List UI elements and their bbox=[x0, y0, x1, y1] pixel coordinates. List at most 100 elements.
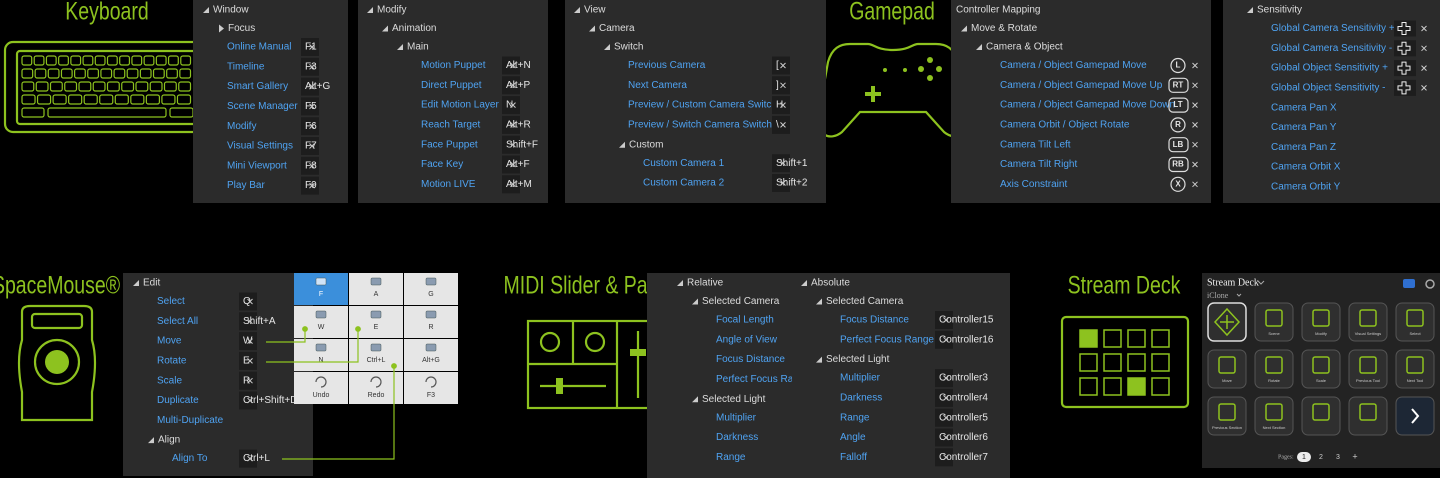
item-label: Global Camera Sensitivity + bbox=[1271, 23, 1395, 34]
panel: Window Focus Online Manual F1 Timeline F3 Smar… bbox=[193, 0, 348, 203]
key-icon bbox=[370, 310, 382, 319]
remove-icon bbox=[1421, 45, 1427, 52]
key-shape bbox=[163, 81, 177, 92]
item-label: Rotate bbox=[157, 356, 187, 367]
key-box bbox=[935, 311, 953, 329]
key-shape bbox=[47, 68, 60, 79]
expanded-arrow bbox=[203, 7, 209, 13]
key-shape bbox=[21, 94, 36, 105]
key-box bbox=[239, 449, 257, 468]
page-number[interactable]: 2 bbox=[1319, 454, 1323, 461]
key-shape bbox=[130, 94, 145, 105]
remove-icon bbox=[247, 377, 253, 384]
deck-button bbox=[1301, 349, 1341, 389]
key-label: Shift+A bbox=[243, 316, 276, 327]
key-shape bbox=[126, 68, 139, 79]
expanded-arrow bbox=[816, 298, 822, 305]
key-label: H bbox=[776, 100, 783, 111]
key-shape bbox=[87, 68, 100, 79]
deck-button-label: Next Tool bbox=[1407, 378, 1424, 383]
panel: View Camera Switch Previous Camera [Next Cam… bbox=[565, 0, 826, 203]
grid-key-label: Redo bbox=[368, 392, 385, 399]
key-shape bbox=[169, 107, 194, 118]
key-grid: F A G W E R N Ctrl+L Alt+G Undo Redo F3 bbox=[294, 273, 458, 404]
group-label: Switch bbox=[614, 42, 643, 53]
key-shape bbox=[45, 55, 57, 66]
key-box bbox=[301, 97, 319, 116]
item-label: Global Object Sensitivity + bbox=[1271, 63, 1388, 74]
cell bbox=[1127, 329, 1146, 348]
key-box bbox=[239, 312, 257, 331]
remove-icon bbox=[309, 63, 315, 70]
key-shape bbox=[83, 94, 98, 105]
remove-icon bbox=[1192, 62, 1198, 69]
deck-button bbox=[1301, 302, 1341, 342]
item-label: Next Camera bbox=[628, 80, 687, 91]
dpad-icon bbox=[1397, 61, 1411, 75]
cell bbox=[1127, 377, 1146, 396]
key-icon bbox=[315, 277, 327, 286]
gamepad-icon bbox=[816, 42, 970, 138]
key-label: Alt+N bbox=[506, 60, 531, 71]
key-box bbox=[239, 332, 257, 351]
item-label: Direct Puppet bbox=[421, 80, 482, 91]
panel-bg bbox=[123, 273, 313, 476]
remove-icon bbox=[309, 44, 315, 50]
key-shape bbox=[161, 94, 176, 105]
key-box bbox=[502, 76, 520, 95]
keyboard-title: Keyboard bbox=[65, 0, 148, 25]
key-shape bbox=[166, 68, 178, 79]
item-label: Range bbox=[716, 452, 746, 463]
key-label: Q bbox=[243, 296, 251, 307]
key-box bbox=[301, 137, 319, 155]
button-label: RB bbox=[1172, 160, 1184, 169]
cell bbox=[1103, 377, 1122, 396]
deck-button bbox=[1254, 396, 1294, 436]
item-label: Camera Pan Z bbox=[1271, 142, 1336, 153]
button-icon bbox=[1265, 309, 1283, 327]
group-label: Move & Rotate bbox=[971, 23, 1038, 34]
key-label: Alt+G bbox=[305, 81, 331, 92]
remove-icon bbox=[247, 358, 253, 364]
key-shape bbox=[21, 55, 33, 66]
button-icon bbox=[1312, 356, 1330, 374]
page-number[interactable]: 3 bbox=[1336, 454, 1340, 461]
key-icon bbox=[425, 277, 437, 286]
dpad-icon bbox=[1397, 41, 1411, 55]
panel-bg bbox=[951, 0, 1211, 203]
key-shape bbox=[178, 81, 192, 92]
item-label: Camera / Object Gamepad Move Down bbox=[1000, 100, 1175, 111]
button-icon bbox=[1312, 309, 1330, 327]
undo-icon bbox=[370, 376, 382, 388]
deck-button-label: Scale bbox=[1316, 378, 1327, 383]
deck-button bbox=[1348, 396, 1388, 436]
remove-icon bbox=[1421, 65, 1427, 71]
grid-key-label: G bbox=[428, 291, 433, 298]
key-label: Controller15 bbox=[939, 315, 994, 326]
key-box bbox=[502, 56, 520, 75]
grid-key-label: W bbox=[318, 324, 325, 331]
grid-key-label: N bbox=[318, 357, 323, 364]
key-shape bbox=[21, 107, 45, 118]
expanded-arrow bbox=[397, 44, 403, 50]
key-shape bbox=[52, 94, 67, 105]
deck-button bbox=[1254, 349, 1294, 389]
remove-icon bbox=[780, 62, 786, 69]
item-label: Motion LIVE bbox=[421, 179, 476, 190]
item-label: Scene Manager bbox=[227, 101, 298, 112]
item-label: Range bbox=[840, 412, 870, 423]
item-label: Darkness bbox=[840, 393, 882, 404]
page-number[interactable]: 1 bbox=[1302, 454, 1306, 461]
sd-app: iClone bbox=[1207, 291, 1229, 300]
cell bbox=[1079, 377, 1098, 396]
expanded-arrow bbox=[589, 25, 595, 32]
item-label: Custom Camera 1 bbox=[643, 158, 725, 169]
key-shape bbox=[99, 94, 114, 105]
grid-key-label: E bbox=[374, 324, 379, 331]
key-box bbox=[239, 292, 257, 311]
dpad-box bbox=[1394, 20, 1416, 37]
key-shape bbox=[74, 68, 86, 79]
item-label: Darkness bbox=[716, 432, 758, 443]
key-icon bbox=[315, 343, 327, 352]
